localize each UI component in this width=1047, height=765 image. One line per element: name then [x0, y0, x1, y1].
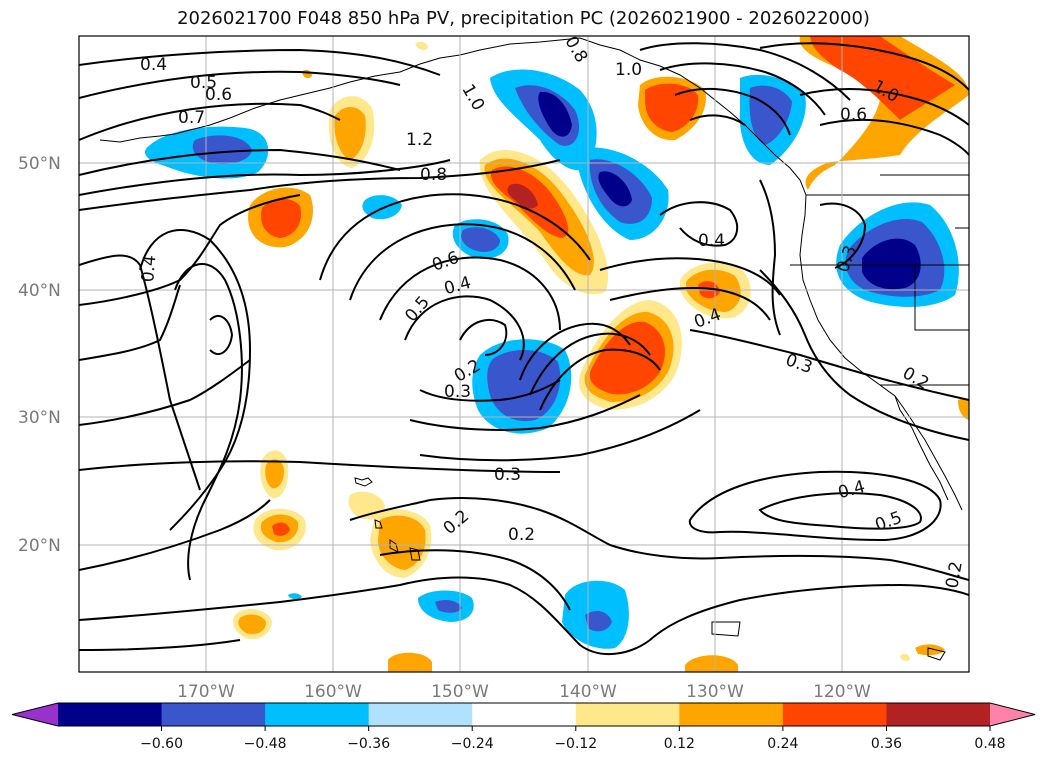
pv-contours	[79, 42, 969, 656]
colorbar-swatch	[679, 703, 784, 726]
colorbar-swatch	[575, 703, 680, 726]
lon-tick-label: 150°W	[431, 682, 489, 702]
lat-tick-label: 50°N	[18, 154, 61, 174]
colorbar-tick-label: −0.36	[347, 736, 390, 752]
colorbar-tick-label: 0.12	[664, 736, 695, 752]
colorbar-tick-label: −0.12	[554, 736, 597, 752]
contour-label: 0.8	[420, 165, 447, 185]
contour-label: 0.5	[190, 73, 217, 93]
map-frame	[78, 35, 970, 673]
lon-tick-label: 120°W	[813, 682, 871, 702]
contour-label: 0.4	[138, 254, 160, 283]
contour-label: 0.6	[205, 85, 232, 105]
precipitation-shading	[145, 36, 969, 672]
longitude-labels: 170°W 160°W 150°W 140°W 130°W 120°W	[177, 682, 871, 702]
colorbar: −0.60 −0.48 −0.36 −0.24 −0.12 0.12 0.24 0.36 0.4…	[11, 702, 1036, 752]
colorbar-extend-low	[12, 703, 58, 726]
contour-label: 0.7	[178, 108, 205, 128]
lon-tick-label: 160°W	[304, 682, 362, 702]
contour-label: 0.4	[140, 55, 167, 75]
contour-label: 1.0	[615, 60, 642, 80]
contour-label: 0.3	[444, 382, 471, 402]
colorbar-swatch	[265, 703, 370, 726]
graticule	[79, 36, 969, 672]
contour-label: 0.3	[494, 465, 521, 485]
latitude-labels: 50°N 40°N 30°N 20°N	[18, 154, 61, 556]
lon-tick-label: 170°W	[177, 682, 235, 702]
lon-tick-label: 140°W	[559, 682, 617, 702]
colorbar-swatch	[58, 703, 163, 726]
contour-label: 0.2	[508, 525, 535, 545]
lat-tick-label: 20°N	[18, 536, 61, 556]
contour-label: 0.6	[840, 105, 867, 125]
contour-label: 0.2	[942, 560, 966, 590]
map-title: 2026021700 F048 850 hPa PV, precipitatio…	[177, 8, 870, 29]
colorbar-swatch	[368, 703, 473, 726]
colorbar-swatch	[782, 703, 887, 726]
colorbar-tick-label: −0.48	[244, 736, 287, 752]
colorbar-tick-label: 0.36	[871, 736, 902, 752]
colorbar-tick-label: −0.24	[451, 736, 494, 752]
colorbar-tick-label: 0.24	[767, 736, 798, 752]
colorbar-swatch	[161, 703, 266, 726]
contour-label: 1.2	[406, 130, 433, 150]
colorbar-swatch	[472, 703, 577, 726]
colorbar-swatch	[886, 703, 991, 726]
colorbar-extend-high	[990, 703, 1035, 726]
colorbar-tick-label: 0.48	[974, 736, 1005, 752]
lat-tick-label: 30°N	[18, 408, 61, 428]
colorbar-tick-label: −0.60	[140, 736, 183, 752]
lat-tick-label: 40°N	[18, 281, 61, 301]
lon-tick-label: 130°W	[686, 682, 744, 702]
colorbar-outline	[11, 702, 1036, 727]
contour-label: 0.4	[698, 231, 725, 251]
